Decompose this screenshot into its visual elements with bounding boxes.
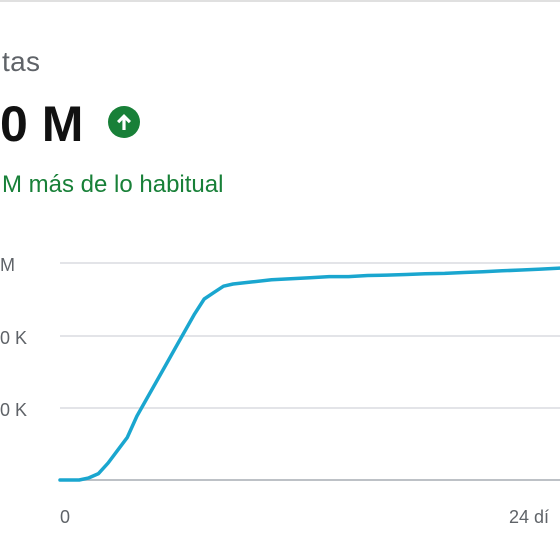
x-tick-label: 24 dí [509, 507, 549, 527]
y-tick-label: 0 K [0, 400, 27, 420]
y-tick-label: 0 K [0, 328, 27, 348]
x-tick-label: 0 [60, 507, 70, 527]
metric-value: 0 M [0, 96, 84, 152]
card-top-divider [0, 0, 560, 2]
comparison-text: M más de lo habitual [2, 171, 224, 198]
line-chart: M 0 K 0 K 0 24 dí [0, 255, 560, 527]
y-tick-label: M [0, 255, 15, 275]
series-line [58, 266, 560, 482]
arrow-up-circle-icon [108, 106, 140, 138]
metric-label: tas [2, 46, 41, 77]
